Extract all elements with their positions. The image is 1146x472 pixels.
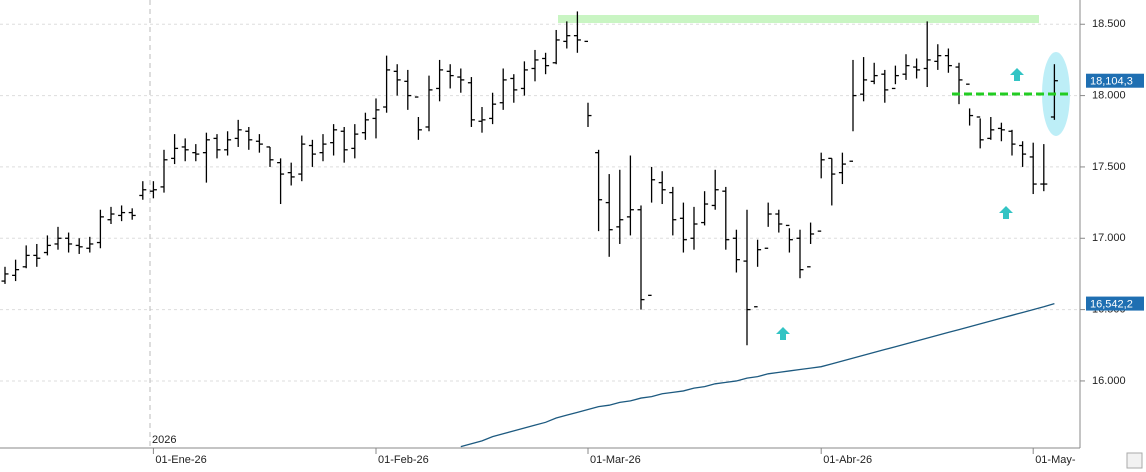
y-tick-label: 16.000 [1092, 375, 1126, 387]
x-tick-label: 01-May- [1035, 454, 1076, 466]
x-tick-label: 01-Ene-26 [155, 454, 206, 466]
last-value-label: 18,104,3 [1090, 76, 1133, 88]
grid [0, 23, 1080, 382]
y-tick-label: 17.500 [1092, 161, 1126, 173]
marks [1, 11, 1058, 448]
year-label: 2026 [152, 434, 176, 446]
axes: 16.00016.50017.00017.50018.00018.50001-E… [152, 18, 1144, 466]
y-tick-label: 18.000 [1092, 89, 1126, 101]
x-tick-label: 01-Mar-26 [590, 454, 641, 466]
moving-average [460, 302, 1055, 448]
corner-button[interactable] [1126, 452, 1143, 469]
y-tick-label: 17.000 [1092, 232, 1126, 244]
arrow-up [1010, 68, 1024, 81]
last-value-label: 16,542,2 [1090, 298, 1133, 310]
x-axis-panel [0, 448, 1146, 472]
resistance-band [558, 15, 1039, 23]
x-tick-label: 01-Feb-26 [378, 454, 429, 466]
y-tick-label: 18.500 [1092, 18, 1126, 30]
arrow-up [999, 206, 1013, 219]
x-tick-label: 01-Abr-26 [823, 454, 872, 466]
last-value-tag [1086, 296, 1144, 311]
last-value-tag [1086, 73, 1144, 88]
arrow-up [776, 327, 790, 340]
